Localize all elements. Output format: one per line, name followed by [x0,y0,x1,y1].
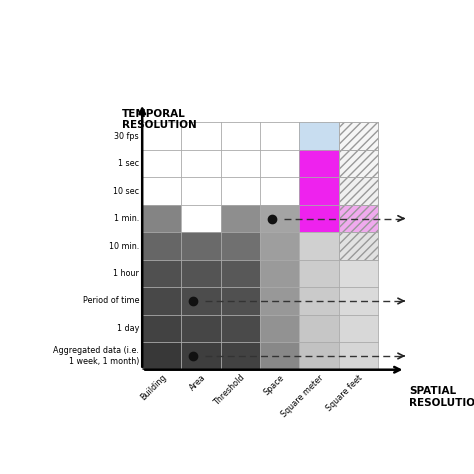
Bar [260,205,299,232]
Text: Square feet: Square feet [325,373,365,413]
Bar [338,232,378,260]
Bar [338,122,378,150]
Bar [299,150,338,177]
Text: 1 sec: 1 sec [118,159,139,168]
Bar [260,287,299,315]
Bar [299,342,338,370]
Bar [260,315,299,342]
Bar [299,287,338,315]
Bar [338,177,378,205]
Bar [338,315,378,342]
Text: Threshold: Threshold [212,373,247,407]
Bar [299,232,338,260]
Bar [338,260,378,287]
Bar [142,342,182,370]
Text: 30 fps: 30 fps [114,132,139,140]
Bar [299,315,338,342]
Bar [338,150,378,177]
Text: Square meter: Square meter [280,373,325,419]
Bar [338,122,378,150]
Bar [142,315,182,342]
Text: 1 hour: 1 hour [113,269,139,278]
Bar [338,205,378,232]
Bar [338,232,378,260]
Bar [221,315,260,342]
Text: 10 min.: 10 min. [109,242,139,250]
Text: Space: Space [262,373,286,397]
Bar [142,205,182,232]
Bar [182,342,221,370]
Bar [338,150,378,177]
Bar [142,232,182,260]
Text: 1 min.: 1 min. [114,214,139,223]
Bar [182,232,221,260]
Text: 1 day: 1 day [117,324,139,333]
Bar [221,260,260,287]
Bar [338,287,378,315]
Bar [182,260,221,287]
Bar [182,315,221,342]
Bar [260,260,299,287]
Bar [221,205,260,232]
Text: Period of time: Period of time [82,297,139,305]
Bar [221,342,260,370]
Bar [182,287,221,315]
Text: Area: Area [188,373,208,392]
Bar [260,232,299,260]
Bar [221,232,260,260]
Bar [338,205,378,232]
Bar [221,287,260,315]
Text: Aggregated data (i.e.
1 week, 1 month): Aggregated data (i.e. 1 week, 1 month) [53,346,139,365]
Text: TEMPORAL
RESOLUTION: TEMPORAL RESOLUTION [122,109,197,130]
Bar [142,260,182,287]
Bar [338,177,378,205]
Bar [338,342,378,370]
Bar [299,205,338,232]
Bar [299,122,338,150]
Bar [260,342,299,370]
Text: SPATIAL
RESOLUTION: SPATIAL RESOLUTION [409,386,474,408]
Text: Building: Building [139,373,168,402]
Bar [299,177,338,205]
Text: 10 sec: 10 sec [113,187,139,195]
Bar [299,260,338,287]
Bar [142,287,182,315]
